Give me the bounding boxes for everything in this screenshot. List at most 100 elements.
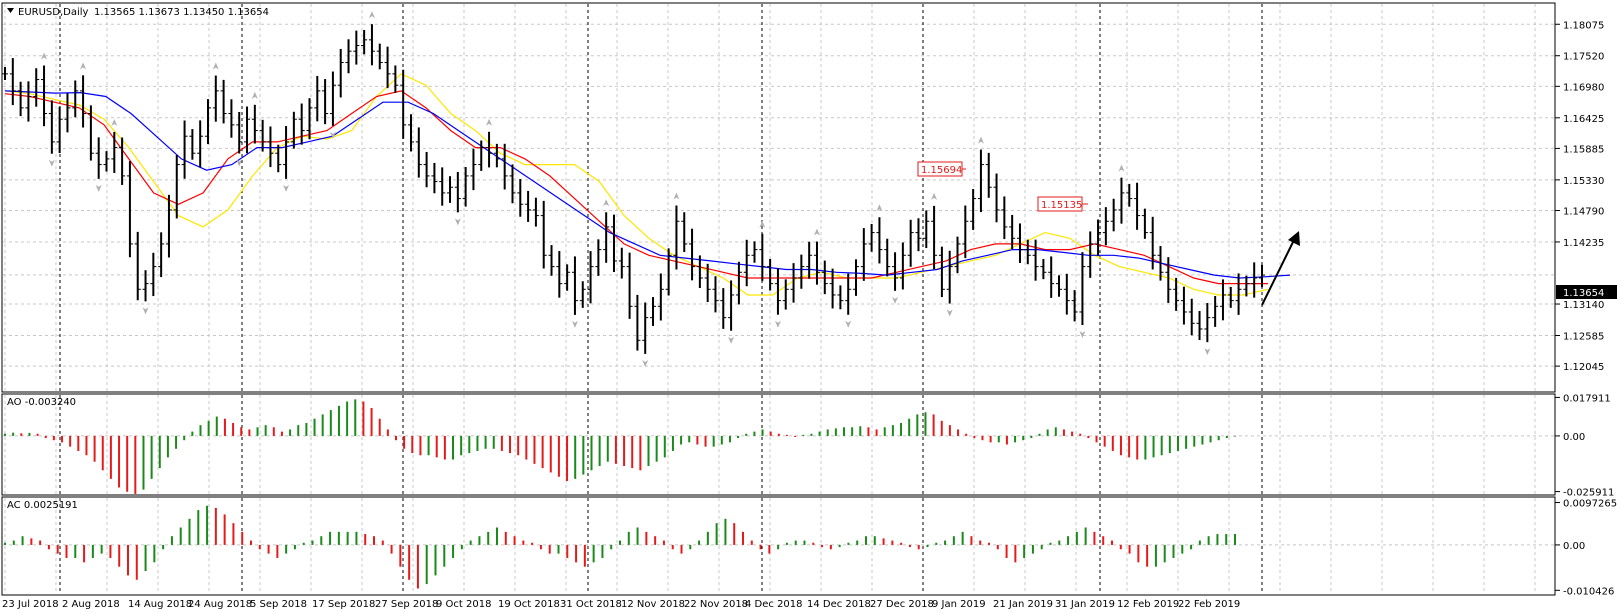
ohlc-bar <box>447 176 454 203</box>
ohlc-bar <box>1134 182 1141 230</box>
ohlc-bar <box>618 247 625 279</box>
ohlc-bar <box>650 297 657 326</box>
ohlc-bar <box>579 281 586 308</box>
ohlc-bar <box>134 231 141 301</box>
ohlc-bar <box>470 148 477 191</box>
forecast-arrow[interactable] <box>1261 231 1300 306</box>
ao-pane-frame <box>1 393 1556 496</box>
ohlc-bar <box>64 93 71 133</box>
ohlc-bar <box>556 251 563 298</box>
grid <box>3 4 1554 594</box>
ac-title: AC 0.0025191 <box>7 500 78 511</box>
x-tick-label: 19 Oct 2018 <box>498 599 560 610</box>
ohlc-bar <box>376 43 383 70</box>
x-tick-label: 22 Nov 2018 <box>684 599 748 610</box>
ohlc-bar <box>860 228 867 281</box>
ohlc-bar <box>501 143 508 190</box>
x-tick-label: 5 Sep 2018 <box>250 599 307 610</box>
ohlc-bar <box>48 100 55 154</box>
ohlc-bar <box>126 161 133 258</box>
x-tick-label: 23 Jul 2018 <box>2 599 59 610</box>
fractal-up-icon <box>603 199 610 207</box>
ohlc-bar <box>1141 208 1148 239</box>
fractal-down-icon <box>571 320 578 328</box>
fractal-up-icon <box>486 118 493 126</box>
ohlc-bar <box>111 131 118 173</box>
ohlc-bar <box>634 294 641 351</box>
ohlc-bar <box>821 260 828 295</box>
ohlc-bar <box>431 162 438 194</box>
ohlc-bar <box>790 263 797 303</box>
ohlc-bar <box>236 112 243 154</box>
ohlc-label: 1.13565 1.13673 1.13450 1.13654 <box>94 7 269 18</box>
x-tick-label: 14 Dec 2018 <box>807 599 871 610</box>
ohlc-bar <box>532 197 539 227</box>
ohlc-bar <box>212 75 219 122</box>
fractal-down-icon <box>1204 348 1211 356</box>
ohlc-bar <box>1196 311 1203 341</box>
fractal-down-icon <box>728 336 735 344</box>
x-tick-label: 27 Dec 2018 <box>870 599 934 610</box>
ohlc-bar <box>142 270 149 302</box>
ohlc-bar <box>774 267 781 315</box>
ohlc-bar <box>9 58 16 106</box>
fractal-up-icon <box>759 220 766 228</box>
ohlc-bar <box>993 173 1000 223</box>
y-tick-label: 0.017911 <box>1563 393 1611 404</box>
ohlc-bar <box>938 246 945 298</box>
period-separators <box>59 4 1263 594</box>
fractal-up-icon <box>368 11 375 19</box>
ohlc-bar <box>1110 198 1117 232</box>
ohlc-bar <box>954 236 961 274</box>
price-bars <box>2 24 1265 354</box>
ohlc-bar <box>759 233 766 281</box>
ohlc-bar <box>907 219 914 267</box>
ohlc-bar <box>204 99 211 145</box>
ohlc-bar <box>423 151 430 188</box>
ohlc-bar <box>1009 214 1016 250</box>
ohlc-bar <box>868 223 875 252</box>
ohlc-bar <box>735 261 742 305</box>
ohlc-bar <box>548 245 555 276</box>
ohlc-bar <box>525 190 532 222</box>
fractal-up-icon <box>876 204 883 212</box>
ohlc-bar <box>931 205 938 270</box>
price-axis: 1.18075 1.17520 1.16980 1.16425 1.15885 1.153… <box>1555 20 1617 597</box>
ohlc-bar <box>1095 219 1102 256</box>
ohlc-bar <box>845 273 852 315</box>
ohlc-bar <box>681 212 688 253</box>
ohlc-bar <box>1180 286 1187 325</box>
ohlc-bar <box>251 104 258 144</box>
ohlc-bar <box>1212 296 1219 327</box>
x-tick-label: 14 Aug 2018 <box>128 599 192 610</box>
x-tick-label: 22 Feb 2019 <box>1178 599 1240 610</box>
fractal-up-icon <box>977 136 984 144</box>
x-tick-label: 24 Aug 2018 <box>188 599 252 610</box>
ohlc-bar <box>610 214 617 273</box>
ohlc-bar <box>704 263 711 302</box>
ohlc-bar <box>970 188 977 230</box>
ohlc-bar <box>712 276 719 313</box>
fractal-markers <box>41 11 1211 367</box>
ohlc-bar <box>56 106 63 154</box>
ohlc-bar <box>751 241 758 263</box>
current-price-label: 1.13654 <box>1563 288 1604 299</box>
ohlc-bar <box>80 75 87 128</box>
triangle-down-icon[interactable] <box>7 8 14 13</box>
ohlc-bar <box>1016 223 1023 263</box>
ohlc-bar <box>720 288 727 329</box>
fractal-up-icon <box>80 62 87 70</box>
ohlc-bar <box>439 167 446 206</box>
pane-frames <box>1 2 1556 596</box>
ohlc-bar <box>595 239 602 276</box>
ohlc-bar <box>923 210 930 249</box>
y-tick-label: -0.010426 <box>1563 586 1614 597</box>
ohlc-bar <box>853 259 860 296</box>
ohlc-bar <box>314 75 321 122</box>
ohlc-bar <box>228 99 235 138</box>
x-tick-label: 27 Sep 2018 <box>375 599 438 610</box>
ma-line-red <box>4 90 1268 285</box>
ohlc-bar <box>899 242 906 290</box>
ohlc-bar <box>220 79 227 124</box>
ohlc-bar <box>290 111 297 149</box>
